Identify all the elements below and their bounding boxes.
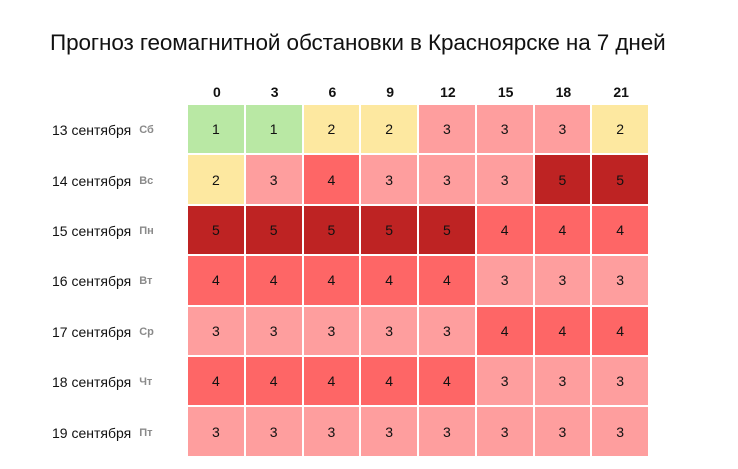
forecast-cell: 5 [361, 205, 419, 257]
forecast-cell: 3 [361, 407, 419, 458]
forecast-cell: 4 [303, 155, 362, 206]
forecast-cell: 4 [476, 205, 535, 257]
column-header-hour: 15 [497, 83, 514, 100]
forecast-cell: 3 [188, 306, 246, 357]
column-header-hour: 18 [555, 83, 572, 100]
row-day-of-week: Ср [139, 325, 154, 338]
forecast-cell: 3 [476, 105, 535, 156]
forecast-cell: 3 [476, 256, 535, 307]
row-label: 19 сентября Пт [52, 407, 188, 457]
forecast-cell: 4 [419, 256, 477, 307]
forecast-cell: 4 [245, 356, 304, 408]
forecast-cell: 3 [534, 407, 593, 458]
forecast-cell: 3 [303, 306, 362, 357]
row-date: 18 сентября [52, 374, 132, 391]
forecast-cell: 4 [361, 356, 419, 408]
forecast-cell: 4 [361, 256, 419, 307]
forecast-cell: 4 [245, 256, 304, 307]
forecast-cell: 5 [419, 205, 477, 257]
forecast-cell: 4 [534, 205, 593, 257]
forecast-cell: 3 [245, 155, 304, 206]
forecast-cell: 5 [303, 205, 362, 257]
forecast-cell: 4 [534, 306, 593, 357]
forecast-cell: 5 [534, 155, 593, 206]
forecast-cell: 3 [476, 356, 535, 408]
forecast-cell: 5 [592, 155, 650, 206]
forecast-cell: 5 [245, 205, 304, 257]
forecast-cell: 1 [245, 105, 304, 156]
row-day-of-week: Чт [139, 376, 153, 389]
forecast-cell: 3 [303, 407, 362, 458]
row-day-of-week: Сб [139, 124, 154, 137]
row-label: 16 сентября Вт [52, 256, 188, 306]
column-header-hour: 12 [440, 83, 456, 100]
page-title: Прогноз геомагнитной обстановки в Красно… [50, 30, 666, 55]
row-label: 18 сентября Чт [52, 357, 188, 407]
geomagnetic-forecast-table: 0 3 6 9 12 15 18 21 13 сентября Сб 1 1 2 2 3 3 3 2 14 сент… [52, 78, 650, 458]
forecast-cell: 3 [419, 407, 477, 458]
forecast-cell: 1 [188, 105, 246, 156]
forecast-cell: 3 [534, 105, 593, 156]
table-corner [52, 78, 188, 105]
forecast-cell: 3 [245, 306, 304, 357]
row-day-of-week: Вс [139, 174, 154, 187]
forecast-cell: 3 [592, 356, 650, 408]
column-header-hour: 0 [212, 83, 221, 100]
row-label: 13 сентября Сб [52, 105, 188, 155]
row-date: 15 сентября [52, 222, 132, 239]
forecast-cell: 4 [419, 356, 477, 408]
forecast-cell: 4 [476, 306, 535, 357]
forecast-cell: 3 [361, 306, 419, 357]
forecast-cell: 2 [303, 105, 362, 156]
forecast-cell: 4 [188, 356, 246, 408]
forecast-cell: 3 [419, 105, 477, 156]
column-header-hour: 21 [613, 83, 629, 100]
forecast-cell: 3 [592, 407, 650, 458]
row-day-of-week: Пт [139, 426, 153, 439]
forecast-cell: 3 [245, 407, 304, 458]
forecast-cell: 2 [188, 155, 246, 206]
forecast-cell: 4 [303, 256, 362, 307]
forecast-cell: 3 [361, 155, 419, 206]
forecast-cell: 3 [592, 256, 650, 307]
row-label: 15 сентября Пн [52, 206, 188, 256]
forecast-cell: 4 [592, 205, 650, 257]
forecast-cell: 4 [303, 356, 362, 408]
row-date: 19 сентября [52, 424, 132, 441]
forecast-cell: 4 [188, 256, 246, 307]
row-date: 13 сентября [52, 122, 132, 139]
forecast-cell: 3 [534, 356, 593, 408]
column-header-hour: 3 [270, 83, 279, 100]
forecast-cell: 3 [534, 256, 593, 307]
row-day-of-week: Вт [139, 275, 153, 288]
row-label: 14 сентября Вс [52, 155, 188, 205]
forecast-cell: 3 [476, 155, 535, 206]
forecast-cell: 3 [476, 407, 535, 458]
forecast-cell: 4 [592, 306, 650, 357]
forecast-cell: 5 [188, 205, 246, 257]
forecast-cell: 2 [592, 105, 650, 156]
column-header-hour: 6 [328, 83, 337, 100]
row-date: 16 сентября [52, 273, 132, 290]
forecast-cell: 3 [188, 407, 246, 458]
row-date: 17 сентября [52, 323, 132, 340]
column-header-hour: 9 [386, 83, 395, 100]
row-label: 17 сентября Ср [52, 307, 188, 357]
row-date: 14 сентября [52, 172, 132, 189]
forecast-cell: 3 [419, 155, 477, 206]
row-day-of-week: Пн [139, 224, 154, 237]
forecast-cell: 3 [419, 306, 477, 357]
forecast-cell: 2 [361, 105, 419, 156]
